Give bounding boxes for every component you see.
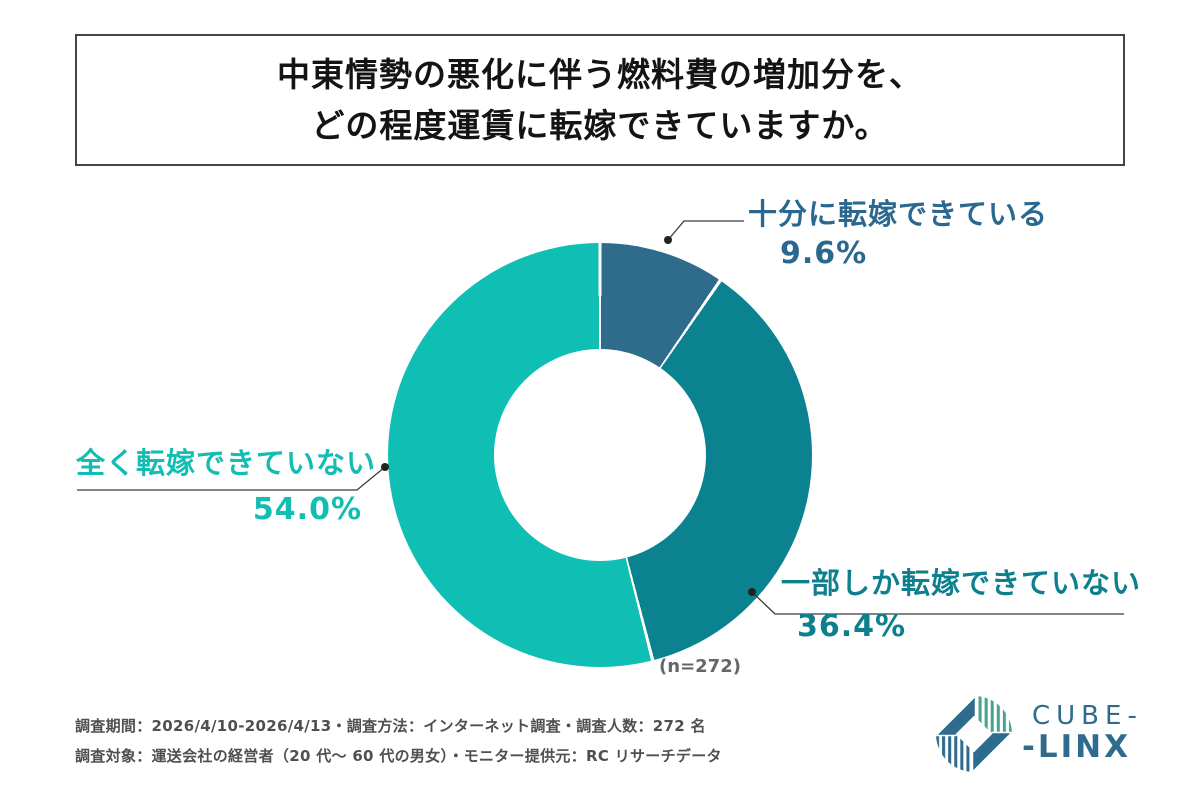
page-title-line2: どの程度運賃に転嫁できていますか。 (311, 106, 889, 145)
brand-logo-icon (936, 696, 1012, 772)
donut-chart (388, 243, 812, 667)
slice-label-none-value: 54.0% (252, 492, 362, 528)
slice-label-none-text: 全く転嫁できていない (76, 446, 377, 480)
survey-note-line2: 調査対象：運送会社の経営者（20 代～ 60 代の男女）・モニター提供元：RC … (75, 747, 722, 765)
slice-label-partial: 一部しか転嫁できていない 36.4% (781, 566, 1142, 645)
survey-note-line1: 調査期間：2026/4/10-2026/4/13・調査方法：インターネット調査・… (75, 717, 706, 735)
slice-label-full: 十分に転嫁できている 9.6% (748, 197, 1049, 272)
brand-logo-text: CUBE- -LINX (1022, 702, 1143, 766)
donut-hole (494, 349, 706, 561)
logo-text-cube: CUBE- (1032, 700, 1143, 731)
slice-label-partial-text: 一部しか転嫁できていない (781, 566, 1142, 600)
sample-size-label: (n=272) (659, 656, 741, 677)
title-box: 中東情勢の悪化に伴う燃料費の増加分を、 どの程度運賃に転嫁できていますか。 (75, 34, 1125, 166)
brand-logo: CUBE- -LINX (936, 696, 1143, 772)
slice-label-none: 全く転嫁できていない 54.0% (76, 446, 377, 528)
survey-notes: 調査期間：2026/4/10-2026/4/13・調査方法：インターネット調査・… (75, 711, 722, 771)
logo-center-diamond (955, 715, 993, 753)
leader-line-full (667, 220, 744, 241)
page-title-line1: 中東情勢の悪化に伴う燃料費の増加分を、 (277, 54, 923, 94)
logo-text-linx: -LINX (1022, 729, 1131, 766)
slice-label-partial-value: 36.4% (797, 609, 907, 645)
slice-label-full-text: 十分に転嫁できている (748, 197, 1049, 231)
leader-dot-full (664, 236, 672, 244)
slice-label-full-value: 9.6% (780, 236, 868, 272)
